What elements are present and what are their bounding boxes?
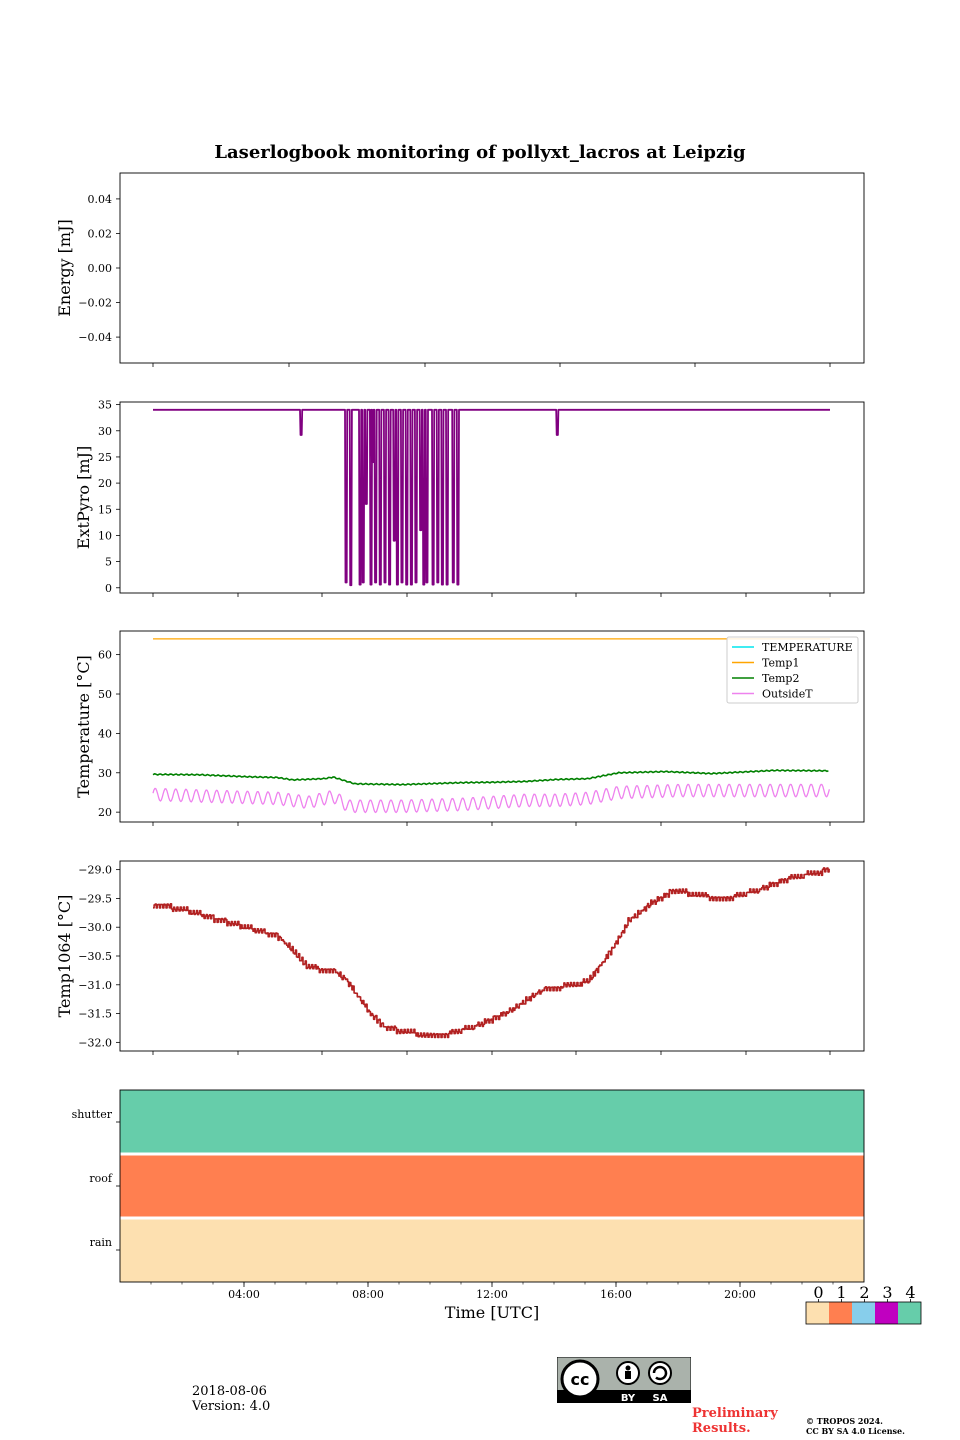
status-row-roof [120, 1154, 864, 1218]
colorbar-frame [805, 1301, 922, 1325]
legend-label: Temp1 [762, 657, 799, 670]
colorbar-cell-1 [829, 1302, 852, 1324]
y-tick-label: 20 [98, 477, 112, 490]
y-tick-label: 50 [98, 688, 112, 701]
cc-license-badge: cc BY SA [556, 1356, 692, 1404]
preliminary-note: Preliminary Results. [692, 1406, 778, 1436]
chart-panel-2: 60 50 40 30 20 Temperature [°C] TEMPERATURE Tem… [74, 630, 865, 826]
y-tick-label: 35 [98, 399, 112, 412]
colorbar-tick-label: 2 [859, 1283, 869, 1302]
y-tick-label: −0.04 [78, 331, 112, 344]
colorbar-cell-4 [898, 1302, 921, 1324]
y-tick-label: −31.5 [78, 1008, 112, 1021]
series-line-temp1064 [153, 867, 830, 1039]
preliminary-line1: Preliminary [692, 1406, 778, 1421]
y-axis-label: Energy [mJ] [55, 219, 74, 317]
y-tick-label: −30.5 [78, 950, 112, 963]
plot-frame-1 [119, 401, 865, 594]
svg-text:cc: cc [571, 1370, 590, 1389]
y-tick-label: 60 [98, 649, 112, 662]
colorbar-cell-3 [875, 1302, 898, 1324]
y-tick-label: −0.02 [78, 297, 112, 310]
footer-version: Version: 4.0 [192, 1399, 271, 1414]
chart-panel-4: shutter roof rain 04:00 08:00 12:00 16:00 20:00… [72, 1089, 865, 1322]
legend-label: OutsideT [762, 688, 813, 701]
x-tick-label: 08:00 [352, 1288, 384, 1301]
colorbar-tick-label: 4 [905, 1283, 915, 1302]
y-tick-label: −29.5 [78, 892, 112, 905]
y-tick-label: 30 [98, 767, 112, 780]
legend-label: Temp2 [762, 672, 799, 685]
y-tick-label-shutter: shutter [72, 1108, 113, 1121]
colorbar-tick-label: 0 [813, 1283, 823, 1302]
y-axis-label: ExtPyro [mJ] [74, 446, 93, 549]
x-axis-label: Time [UTC] [445, 1303, 539, 1322]
colorbar-tick-label: 3 [882, 1283, 892, 1302]
copyright-line1: © TROPOS 2024. [806, 1416, 883, 1426]
colorbar-tick-label: 1 [836, 1283, 846, 1302]
footer-date-version: 2018-08-06 Version: 4.0 [192, 1384, 270, 1414]
y-tick-label: 5 [105, 556, 112, 569]
x-tick-label: 16:00 [600, 1288, 632, 1301]
copyright-note: © TROPOS 2024. CC BY SA 4.0 License. [806, 1416, 905, 1436]
y-tick-label-roof: roof [89, 1172, 113, 1185]
footer-date: 2018-08-06 [192, 1384, 267, 1399]
y-tick-label: −30.0 [78, 921, 112, 934]
y-tick-label-rain: rain [90, 1236, 112, 1249]
y-axis-label: Temperature [°C] [74, 655, 93, 798]
cc-sa-text: SA [653, 1393, 668, 1403]
series-line-outsidet [152, 783, 831, 814]
cc-by-text: BY [621, 1393, 636, 1403]
status-row-shutter [120, 1090, 864, 1154]
y-tick-label: −32.0 [78, 1036, 112, 1049]
extpyro-series-line [153, 408, 830, 587]
figure-title: Laserlogbook monitoring of pollyxt_lacro… [214, 142, 746, 163]
y-tick-label: 0.02 [88, 227, 113, 240]
y-tick-label: 0.04 [88, 193, 113, 206]
y-tick-label: 40 [98, 727, 112, 740]
series-line-temp2 [152, 769, 829, 786]
status-row-rain [120, 1218, 864, 1282]
colorbar-cell-0 [806, 1302, 829, 1324]
copyright-line2: CC BY SA 4.0 License. [806, 1426, 905, 1436]
y-tick-label: −29.0 [78, 864, 112, 877]
x-tick-label: 20:00 [724, 1288, 756, 1301]
plot-frame-0 [119, 172, 865, 364]
y-tick-label: 10 [98, 529, 112, 542]
legend-box [726, 636, 859, 704]
y-tick-label: −31.0 [78, 979, 112, 992]
chart-panel-0: 0.04 0.02 0.00 −0.02 −0.04 Energy [mJ] [55, 172, 865, 367]
preliminary-line2: Results. [692, 1421, 751, 1436]
y-tick-label: 20 [98, 806, 112, 819]
y-tick-label: 15 [98, 503, 112, 516]
legend-label: TEMPERATURE [762, 641, 853, 654]
y-tick-label: 25 [98, 451, 112, 464]
y-tick-label: 30 [98, 425, 112, 438]
y-tick-label: 0.00 [88, 262, 113, 275]
y-axis-label: Temp1064 [°C] [55, 895, 74, 1018]
y-tick-label: 0 [105, 582, 112, 595]
x-tick-label: 12:00 [476, 1288, 508, 1301]
chart-panel-3: −29.0 −29.5 −30.0 −30.5 −31.0 −31.5 −32.0 Temp1… [55, 860, 865, 1055]
colorbar-cell-2 [852, 1302, 875, 1324]
x-tick-label: 04:00 [228, 1288, 260, 1301]
chart-panel-1: 35 30 25 20 15 10 5 0 ExtPyro [mJ] [74, 399, 865, 597]
